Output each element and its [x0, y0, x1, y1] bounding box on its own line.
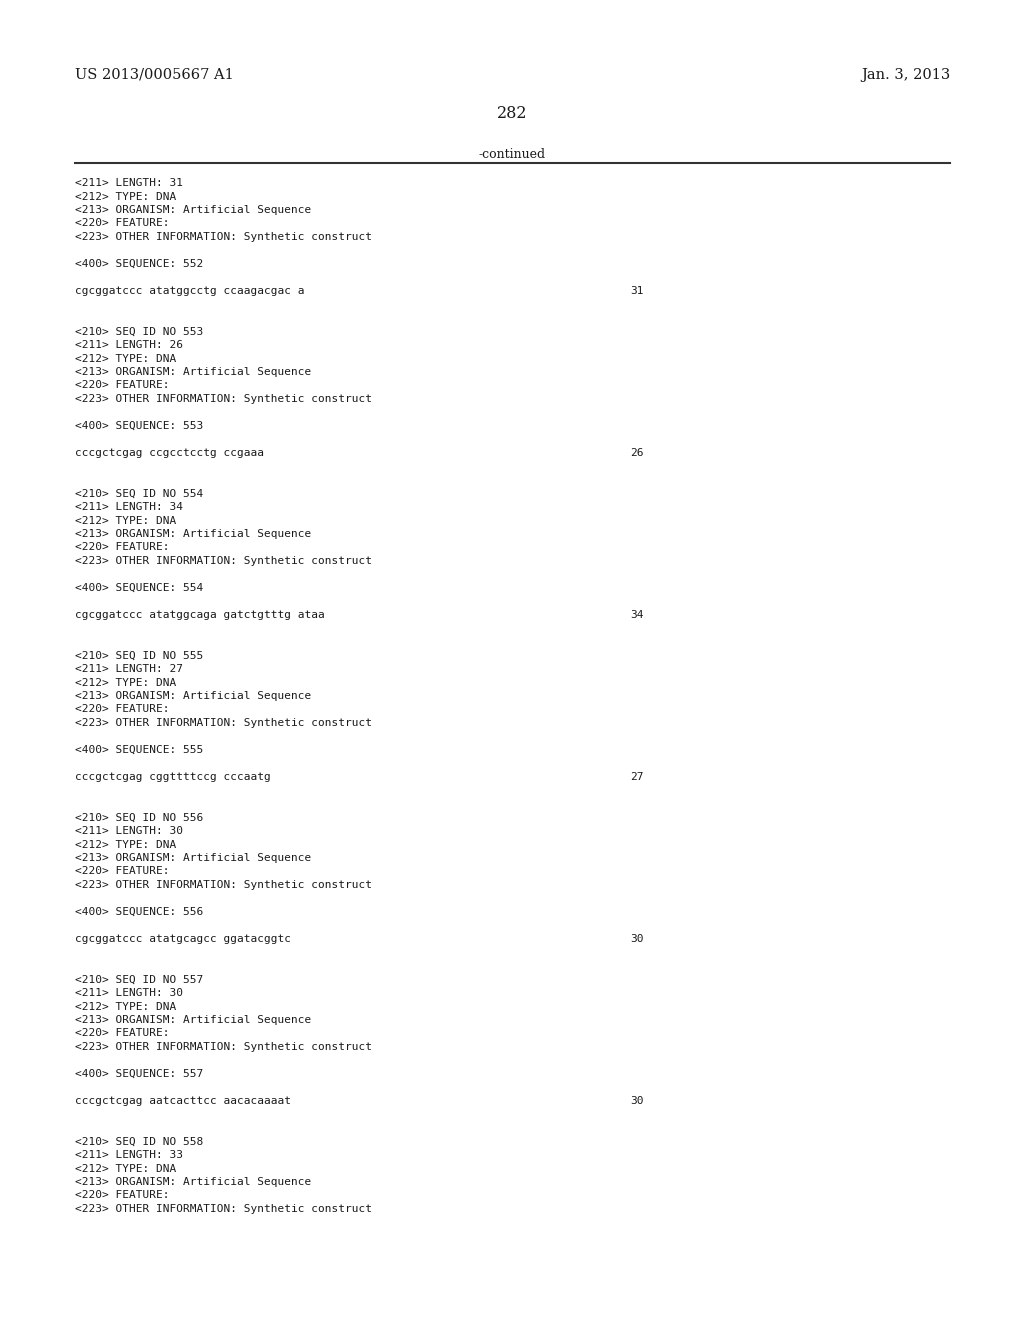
Text: <220> FEATURE:: <220> FEATURE: — [75, 219, 170, 228]
Text: <212> TYPE: DNA: <212> TYPE: DNA — [75, 677, 176, 688]
Text: <213> ORGANISM: Artificial Sequence: <213> ORGANISM: Artificial Sequence — [75, 529, 311, 539]
Text: cccgctcgag ccgcctcctg ccgaaa: cccgctcgag ccgcctcctg ccgaaa — [75, 447, 264, 458]
Text: <220> FEATURE:: <220> FEATURE: — [75, 866, 170, 876]
Text: <223> OTHER INFORMATION: Synthetic construct: <223> OTHER INFORMATION: Synthetic const… — [75, 880, 372, 890]
Text: <223> OTHER INFORMATION: Synthetic construct: <223> OTHER INFORMATION: Synthetic const… — [75, 1041, 372, 1052]
Text: <211> LENGTH: 27: <211> LENGTH: 27 — [75, 664, 183, 675]
Text: <223> OTHER INFORMATION: Synthetic construct: <223> OTHER INFORMATION: Synthetic const… — [75, 718, 372, 729]
Text: <212> TYPE: DNA: <212> TYPE: DNA — [75, 1002, 176, 1011]
Text: <400> SEQUENCE: 554: <400> SEQUENCE: 554 — [75, 583, 203, 593]
Text: <213> ORGANISM: Artificial Sequence: <213> ORGANISM: Artificial Sequence — [75, 853, 311, 863]
Text: <400> SEQUENCE: 556: <400> SEQUENCE: 556 — [75, 907, 203, 917]
Text: 31: 31 — [630, 286, 643, 296]
Text: <212> TYPE: DNA: <212> TYPE: DNA — [75, 516, 176, 525]
Text: <213> ORGANISM: Artificial Sequence: <213> ORGANISM: Artificial Sequence — [75, 690, 311, 701]
Text: <223> OTHER INFORMATION: Synthetic construct: <223> OTHER INFORMATION: Synthetic const… — [75, 1204, 372, 1214]
Text: <210> SEQ ID NO 555: <210> SEQ ID NO 555 — [75, 651, 203, 660]
Text: 34: 34 — [630, 610, 643, 620]
Text: <211> LENGTH: 26: <211> LENGTH: 26 — [75, 341, 183, 350]
Text: <211> LENGTH: 30: <211> LENGTH: 30 — [75, 987, 183, 998]
Text: <210> SEQ ID NO 557: <210> SEQ ID NO 557 — [75, 974, 203, 985]
Text: 282: 282 — [497, 106, 527, 121]
Text: <212> TYPE: DNA: <212> TYPE: DNA — [75, 354, 176, 363]
Text: <210> SEQ ID NO 554: <210> SEQ ID NO 554 — [75, 488, 203, 499]
Text: <400> SEQUENCE: 555: <400> SEQUENCE: 555 — [75, 744, 203, 755]
Text: <211> LENGTH: 30: <211> LENGTH: 30 — [75, 826, 183, 836]
Text: US 2013/0005667 A1: US 2013/0005667 A1 — [75, 69, 233, 82]
Text: <212> TYPE: DNA: <212> TYPE: DNA — [75, 191, 176, 202]
Text: <220> FEATURE:: <220> FEATURE: — [75, 705, 170, 714]
Text: cgcggatccc atatgcagcc ggatacggtc: cgcggatccc atatgcagcc ggatacggtc — [75, 935, 291, 944]
Text: <220> FEATURE:: <220> FEATURE: — [75, 1028, 170, 1039]
Text: 26: 26 — [630, 447, 643, 458]
Text: <211> LENGTH: 31: <211> LENGTH: 31 — [75, 178, 183, 187]
Text: <211> LENGTH: 33: <211> LENGTH: 33 — [75, 1150, 183, 1160]
Text: <210> SEQ ID NO 556: <210> SEQ ID NO 556 — [75, 813, 203, 822]
Text: <212> TYPE: DNA: <212> TYPE: DNA — [75, 1163, 176, 1173]
Text: <212> TYPE: DNA: <212> TYPE: DNA — [75, 840, 176, 850]
Text: <223> OTHER INFORMATION: Synthetic construct: <223> OTHER INFORMATION: Synthetic const… — [75, 556, 372, 566]
Text: cgcggatccc atatggcaga gatctgtttg ataa: cgcggatccc atatggcaga gatctgtttg ataa — [75, 610, 325, 620]
Text: <213> ORGANISM: Artificial Sequence: <213> ORGANISM: Artificial Sequence — [75, 367, 311, 378]
Text: <400> SEQUENCE: 553: <400> SEQUENCE: 553 — [75, 421, 203, 432]
Text: <400> SEQUENCE: 557: <400> SEQUENCE: 557 — [75, 1069, 203, 1078]
Text: <210> SEQ ID NO 558: <210> SEQ ID NO 558 — [75, 1137, 203, 1147]
Text: cgcggatccc atatggcctg ccaagacgac a: cgcggatccc atatggcctg ccaagacgac a — [75, 286, 304, 296]
Text: 27: 27 — [630, 772, 643, 781]
Text: 30: 30 — [630, 1096, 643, 1106]
Text: cccgctcgag aatcacttcc aacacaaaat: cccgctcgag aatcacttcc aacacaaaat — [75, 1096, 291, 1106]
Text: cccgctcgag cggttttccg cccaatg: cccgctcgag cggttttccg cccaatg — [75, 772, 270, 781]
Text: Jan. 3, 2013: Jan. 3, 2013 — [861, 69, 950, 82]
Text: <211> LENGTH: 34: <211> LENGTH: 34 — [75, 502, 183, 512]
Text: <220> FEATURE:: <220> FEATURE: — [75, 380, 170, 391]
Text: <223> OTHER INFORMATION: Synthetic construct: <223> OTHER INFORMATION: Synthetic const… — [75, 232, 372, 242]
Text: <223> OTHER INFORMATION: Synthetic construct: <223> OTHER INFORMATION: Synthetic const… — [75, 393, 372, 404]
Text: <213> ORGANISM: Artificial Sequence: <213> ORGANISM: Artificial Sequence — [75, 1015, 311, 1026]
Text: 30: 30 — [630, 935, 643, 944]
Text: <220> FEATURE:: <220> FEATURE: — [75, 543, 170, 553]
Text: <213> ORGANISM: Artificial Sequence: <213> ORGANISM: Artificial Sequence — [75, 1177, 311, 1187]
Text: <210> SEQ ID NO 553: <210> SEQ ID NO 553 — [75, 326, 203, 337]
Text: <213> ORGANISM: Artificial Sequence: <213> ORGANISM: Artificial Sequence — [75, 205, 311, 215]
Text: <220> FEATURE:: <220> FEATURE: — [75, 1191, 170, 1200]
Text: <400> SEQUENCE: 552: <400> SEQUENCE: 552 — [75, 259, 203, 269]
Text: -continued: -continued — [478, 148, 546, 161]
